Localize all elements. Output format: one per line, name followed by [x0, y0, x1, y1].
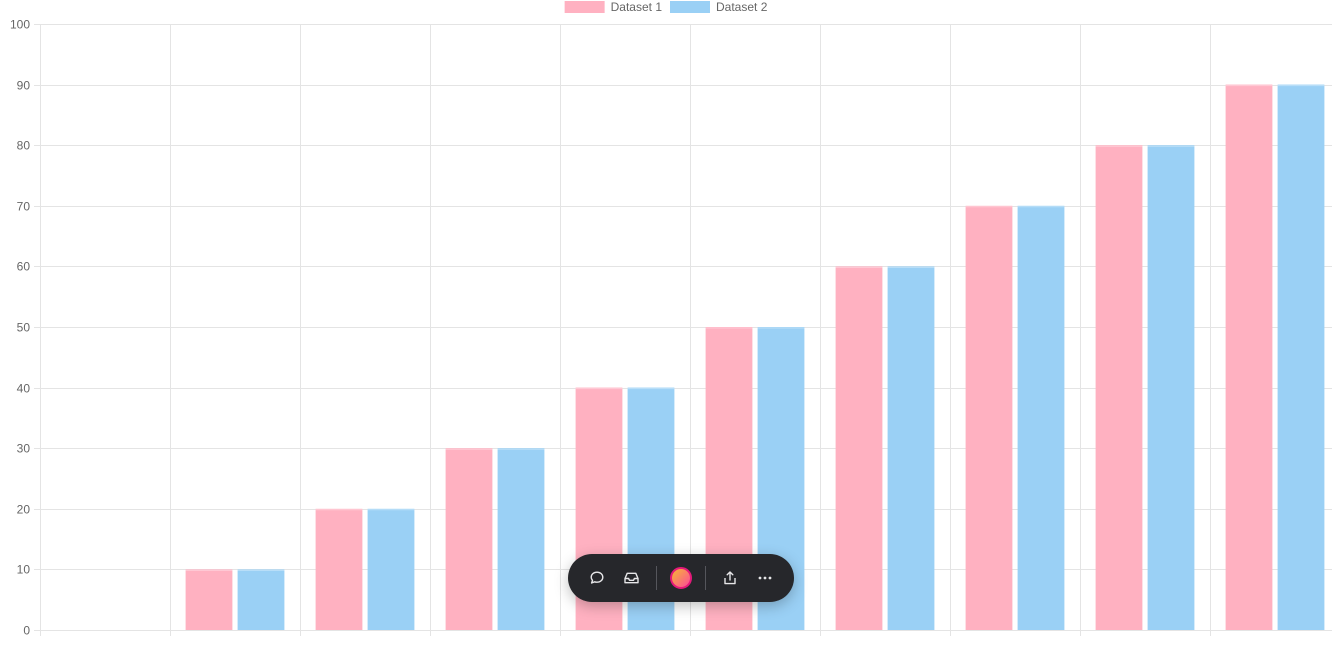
- share-icon: [724, 571, 737, 585]
- y-tick-label: 10: [17, 563, 31, 577]
- y-tick-label: 0: [23, 624, 30, 638]
- toolbar-divider: [705, 566, 707, 590]
- y-tick-label: 30: [17, 442, 31, 456]
- bar: [835, 266, 883, 630]
- bar: [367, 508, 415, 630]
- legend-swatch: [564, 1, 605, 13]
- bar: [1225, 84, 1273, 631]
- inbox-button[interactable]: [619, 565, 643, 591]
- y-tick-label: 60: [17, 260, 31, 274]
- bar: [1277, 84, 1325, 631]
- share-button[interactable]: [718, 565, 742, 591]
- bar: [887, 266, 935, 630]
- y-tick-label: 90: [17, 79, 31, 93]
- y-tick-label: 20: [17, 503, 31, 517]
- avatar-button[interactable]: [669, 565, 693, 591]
- bar: [445, 448, 493, 630]
- legend-label: Dataset 2: [716, 0, 768, 14]
- bar: [1017, 205, 1065, 631]
- legend-swatch: [670, 1, 710, 13]
- speech-bubble-icon: [590, 571, 604, 584]
- toolbar-divider: [655, 566, 657, 590]
- comment-button[interactable]: [585, 565, 609, 591]
- ellipsis-icon: [758, 576, 772, 580]
- bar: [185, 569, 233, 630]
- bar: [497, 448, 545, 630]
- y-tick-label: 50: [17, 321, 31, 335]
- bar: [237, 569, 285, 630]
- bar: [315, 508, 363, 630]
- floating-toolbar: [568, 554, 794, 602]
- bar: [965, 205, 1013, 631]
- bar: [1095, 145, 1143, 630]
- more-button[interactable]: [753, 565, 777, 591]
- y-tick-label: 70: [17, 200, 31, 214]
- y-tick-label: 100: [10, 18, 30, 32]
- bar: [1147, 145, 1195, 630]
- legend-label: Dataset 1: [611, 0, 663, 14]
- y-tick-label: 40: [17, 382, 31, 396]
- avatar-icon: [669, 567, 692, 589]
- y-tick-label: 80: [17, 139, 31, 153]
- inbox-icon: [624, 572, 639, 584]
